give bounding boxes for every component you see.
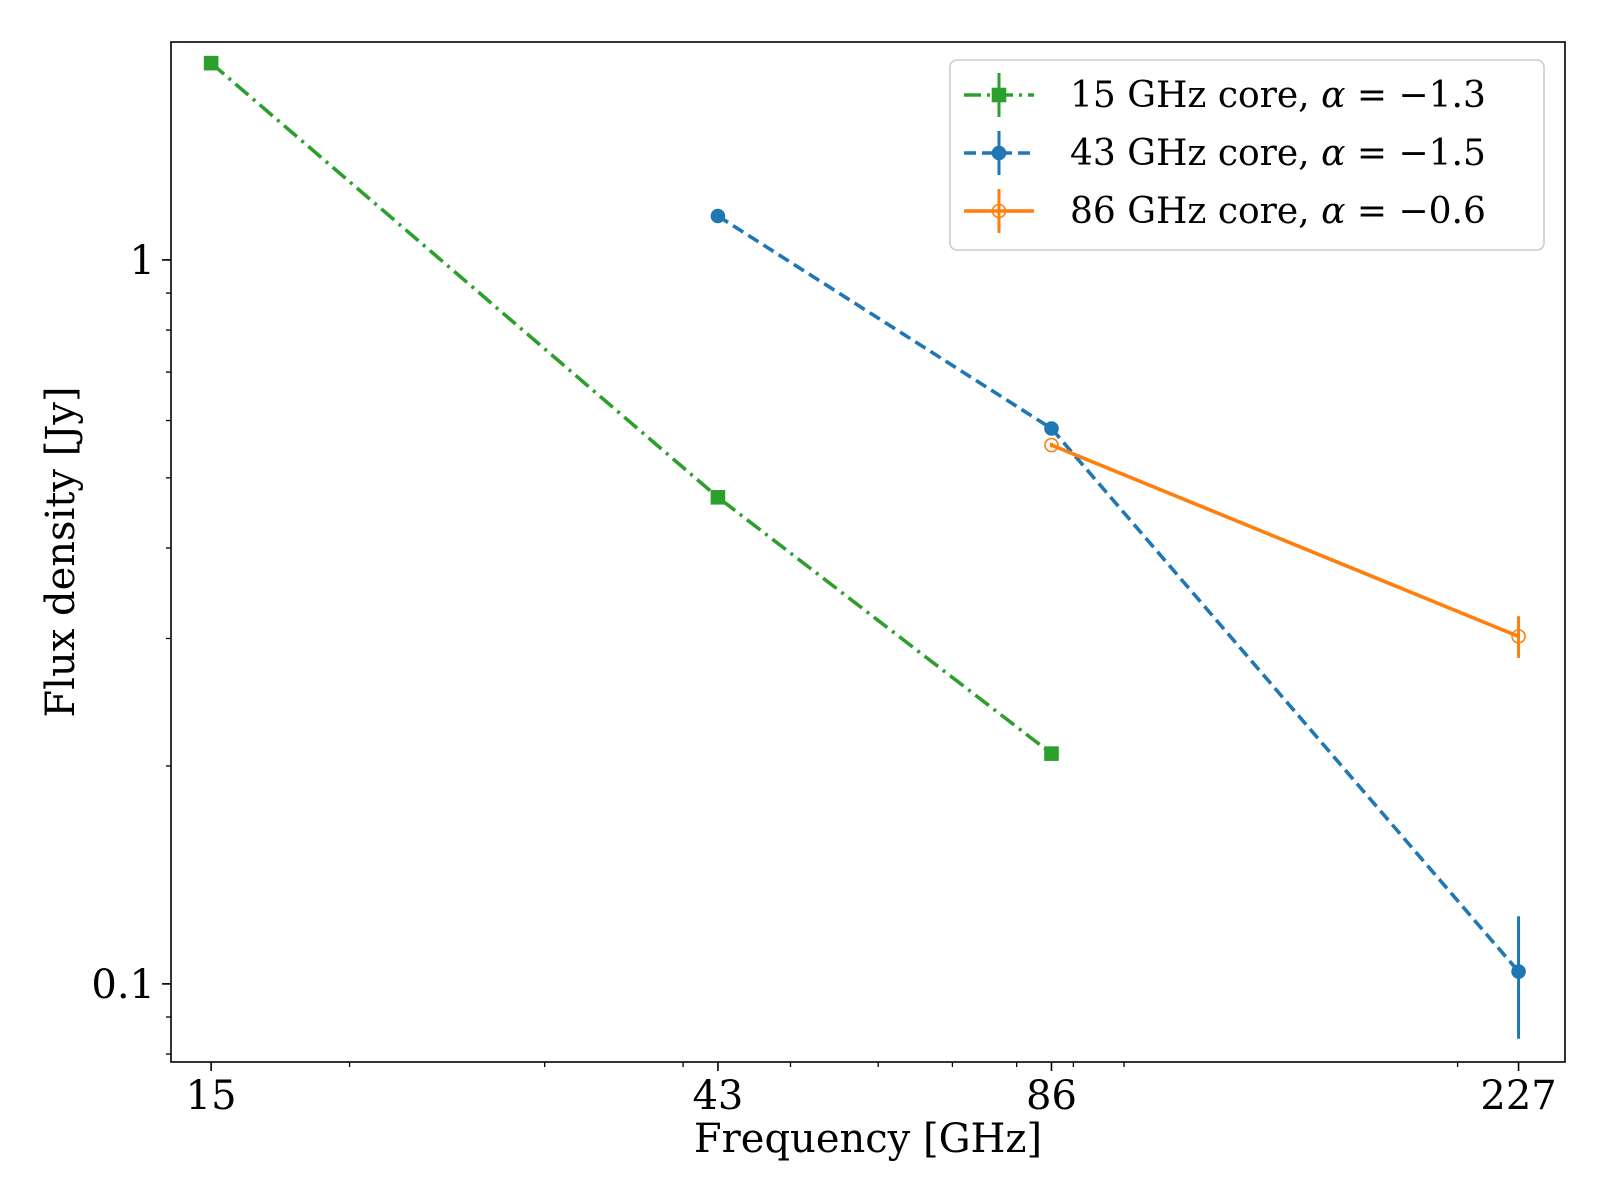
legend-label: 43 GHz core, α = −1.5: [1070, 133, 1486, 174]
legend-marker: [991, 145, 1007, 161]
data-point: [710, 490, 726, 505]
series-group: [203, 55, 1059, 761]
data-point: [1044, 746, 1059, 761]
legend-label: 86 GHz core, α = −0.6: [1070, 191, 1486, 232]
y-tick-label: 0.1: [91, 962, 155, 1008]
legend-label-value: = −1.5: [1345, 133, 1485, 174]
legend-label-prefix: 43 GHz core,: [1070, 133, 1321, 174]
data-point: [1044, 437, 1059, 453]
data-point: [1511, 629, 1526, 644]
x-axis-label: Frequency [GHz]: [694, 1116, 1042, 1162]
series-layer: [203, 55, 1526, 1039]
legend-label-alpha: α: [1321, 75, 1345, 116]
x-tick-label: 15: [186, 1073, 237, 1119]
legend-label: 15 GHz core, α = −1.3: [1070, 75, 1486, 116]
legend-label-value: = −1.3: [1345, 75, 1485, 116]
y-axis-label: Flux density [Jy]: [38, 386, 84, 717]
legend-marker: [991, 87, 1007, 103]
legend-label-prefix: 86 GHz core,: [1070, 191, 1321, 232]
series-line: [1050, 443, 1520, 639]
legend-entry: 86 GHz core, α = −0.6: [964, 189, 1486, 233]
major-ticks: 15 43 86 227 0.1 1: [91, 238, 1556, 1119]
legend-marker: [991, 203, 1007, 219]
series-group: [1044, 437, 1526, 658]
series-group: [710, 208, 1526, 1039]
legend: 15 GHz core, α = −1.3 43 GHz core, α = −1…: [949, 59, 1545, 251]
minor-ticks: [166, 259, 1459, 1067]
x-tick-label: 43: [692, 1073, 743, 1119]
legend-label-prefix: 15 GHz core,: [1070, 75, 1321, 116]
data-point: [1511, 964, 1526, 979]
legend-entry: 43 GHz core, α = −1.5: [964, 131, 1486, 175]
legend-box: [949, 59, 1545, 251]
x-tick-label: 86: [1026, 1073, 1077, 1119]
legend-label-alpha: α: [1321, 133, 1345, 174]
y-tick-label: 1: [130, 238, 155, 284]
data-point: [1044, 421, 1059, 436]
legend-label-value: = −0.6: [1345, 191, 1485, 232]
legend-label-alpha: α: [1321, 191, 1345, 232]
x-tick-label: 227: [1480, 1073, 1556, 1119]
data-point: [710, 208, 726, 224]
series-line: [716, 214, 1520, 973]
data-point: [203, 55, 219, 71]
legend-entry: 15 GHz core, α = −1.3: [964, 73, 1486, 117]
